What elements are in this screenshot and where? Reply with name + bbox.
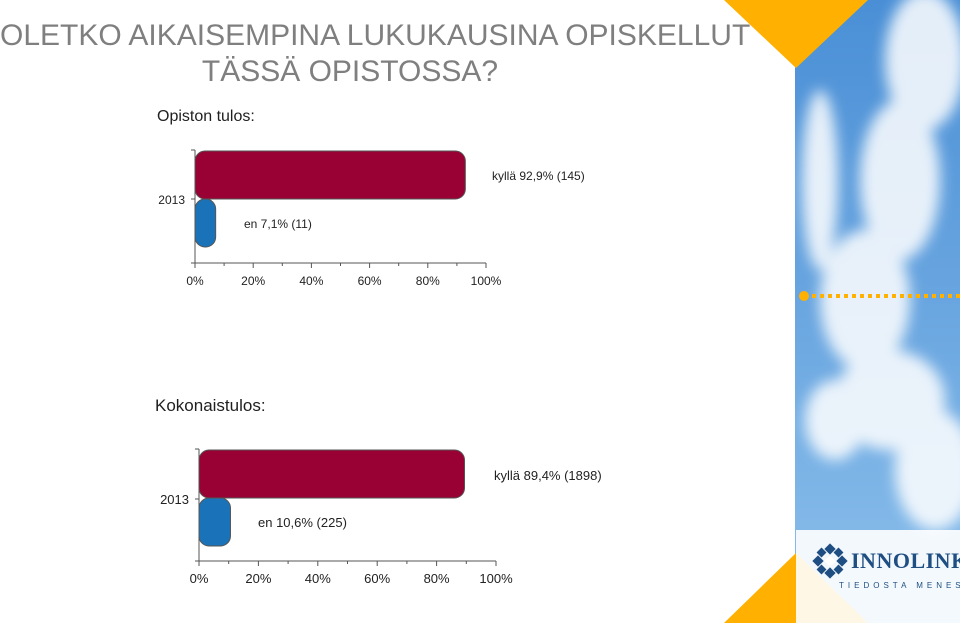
x-tick-label: 20% [241, 274, 265, 288]
bar-en [194, 198, 217, 248]
slide-title-line-2: TÄSSÄ OPISTOSSA? [201, 55, 499, 88]
x-tick-label: 80% [416, 274, 440, 288]
x-tick-label: 60% [358, 274, 382, 288]
slide-title: OLETKO AIKAISEMPINA LUKUKAUSINA OPISKELL… [0, 18, 751, 90]
bar-kylla [198, 449, 466, 499]
chart-2-title: Kokonaistulos: [155, 396, 266, 415]
x-tick-label: 100% [471, 274, 502, 288]
innolink-emblem-icon [812, 543, 848, 579]
bar-en [198, 497, 231, 547]
x-tick-label: 40% [299, 274, 323, 288]
category-label: 2013 [160, 492, 189, 507]
slide-title-line-1: OLETKO AIKAISEMPINA LUKUKAUSINA OPISKELL… [0, 19, 751, 52]
bar-kylla [194, 150, 466, 200]
data-label-en: en 10,6% (225) [258, 515, 347, 530]
x-tick-label: 0% [186, 274, 204, 288]
x-tick-label: 40% [305, 571, 331, 586]
x-tick-label: 60% [364, 571, 390, 586]
x-tick-label: 0% [190, 571, 209, 586]
sky-background-image [795, 0, 960, 623]
data-label-kylla: kyllä 92,9% (145) [492, 169, 585, 183]
brand-tagline: TIEDOSTA MENESTYS [839, 581, 960, 590]
x-tick-label: 100% [479, 571, 513, 586]
data-label-en: en 7,1% (11) [244, 217, 312, 231]
brand-name: INNOLINK [851, 548, 960, 573]
data-label-kylla: kyllä 89,4% (1898) [494, 468, 602, 483]
chart-1-title: Opiston tulos: [157, 108, 255, 125]
x-tick-label: 80% [424, 571, 450, 586]
category-label: 2013 [158, 193, 185, 207]
x-tick-label: 20% [245, 571, 271, 586]
